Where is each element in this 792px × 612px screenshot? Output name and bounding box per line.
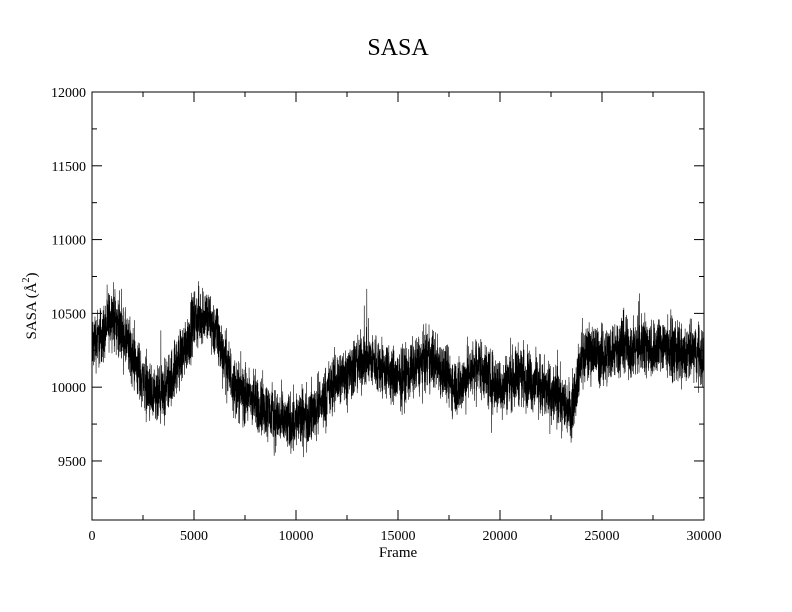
y-tick-label: 11500 xyxy=(52,160,86,175)
y-tick-label: 10500 xyxy=(51,307,86,322)
y-tick-label: 12000 xyxy=(51,86,86,101)
plot-frame xyxy=(91,91,705,521)
y-tick-label: 9500 xyxy=(58,455,86,470)
x-tick-label: 10000 xyxy=(279,529,314,544)
y-tick-label: 10000 xyxy=(51,381,86,396)
x-tick-label: 30000 xyxy=(687,529,722,544)
series-layer xyxy=(92,281,704,458)
x-tick-label: 25000 xyxy=(585,529,620,544)
x-tick-label: 0 xyxy=(89,529,96,544)
y-tick-label: 11000 xyxy=(52,234,86,249)
y-axis-label-end: ) xyxy=(24,272,40,277)
x-tick-label: 15000 xyxy=(381,529,416,544)
y-axis-label-main: SASA (Å xyxy=(24,282,40,339)
y-axis-label-sup: 2 xyxy=(21,277,32,282)
y-axis-label: SASA (Å2) xyxy=(21,272,40,339)
x-axis-label: Frame xyxy=(379,545,418,561)
x-tick-label: 20000 xyxy=(483,529,518,544)
sasa-series-line xyxy=(92,281,704,458)
x-tick-label: 5000 xyxy=(180,529,208,544)
chart-title: SASA xyxy=(367,35,429,61)
ticks-layer: 0 5000 10000 15000 20000 25000 30000 9500 10000 1… xyxy=(51,86,722,544)
